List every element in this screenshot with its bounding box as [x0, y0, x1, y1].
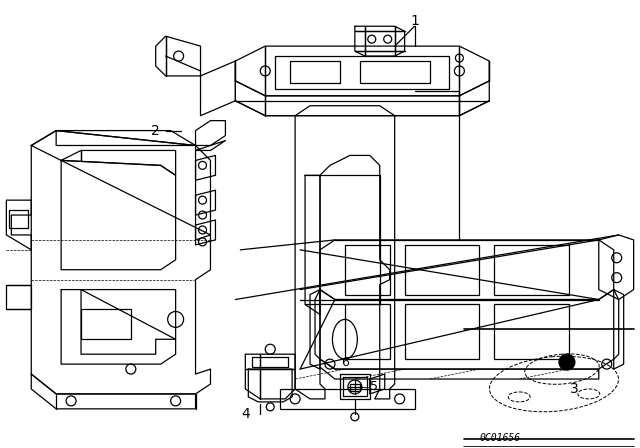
Text: 0C01656: 0C01656	[479, 433, 520, 443]
Text: 2: 2	[151, 124, 160, 138]
Circle shape	[559, 354, 575, 370]
Text: 5: 5	[370, 380, 378, 393]
Text: 6: 6	[341, 356, 349, 369]
Text: 1: 1	[410, 14, 419, 28]
Text: 3: 3	[570, 382, 579, 396]
Text: 4: 4	[241, 407, 250, 421]
